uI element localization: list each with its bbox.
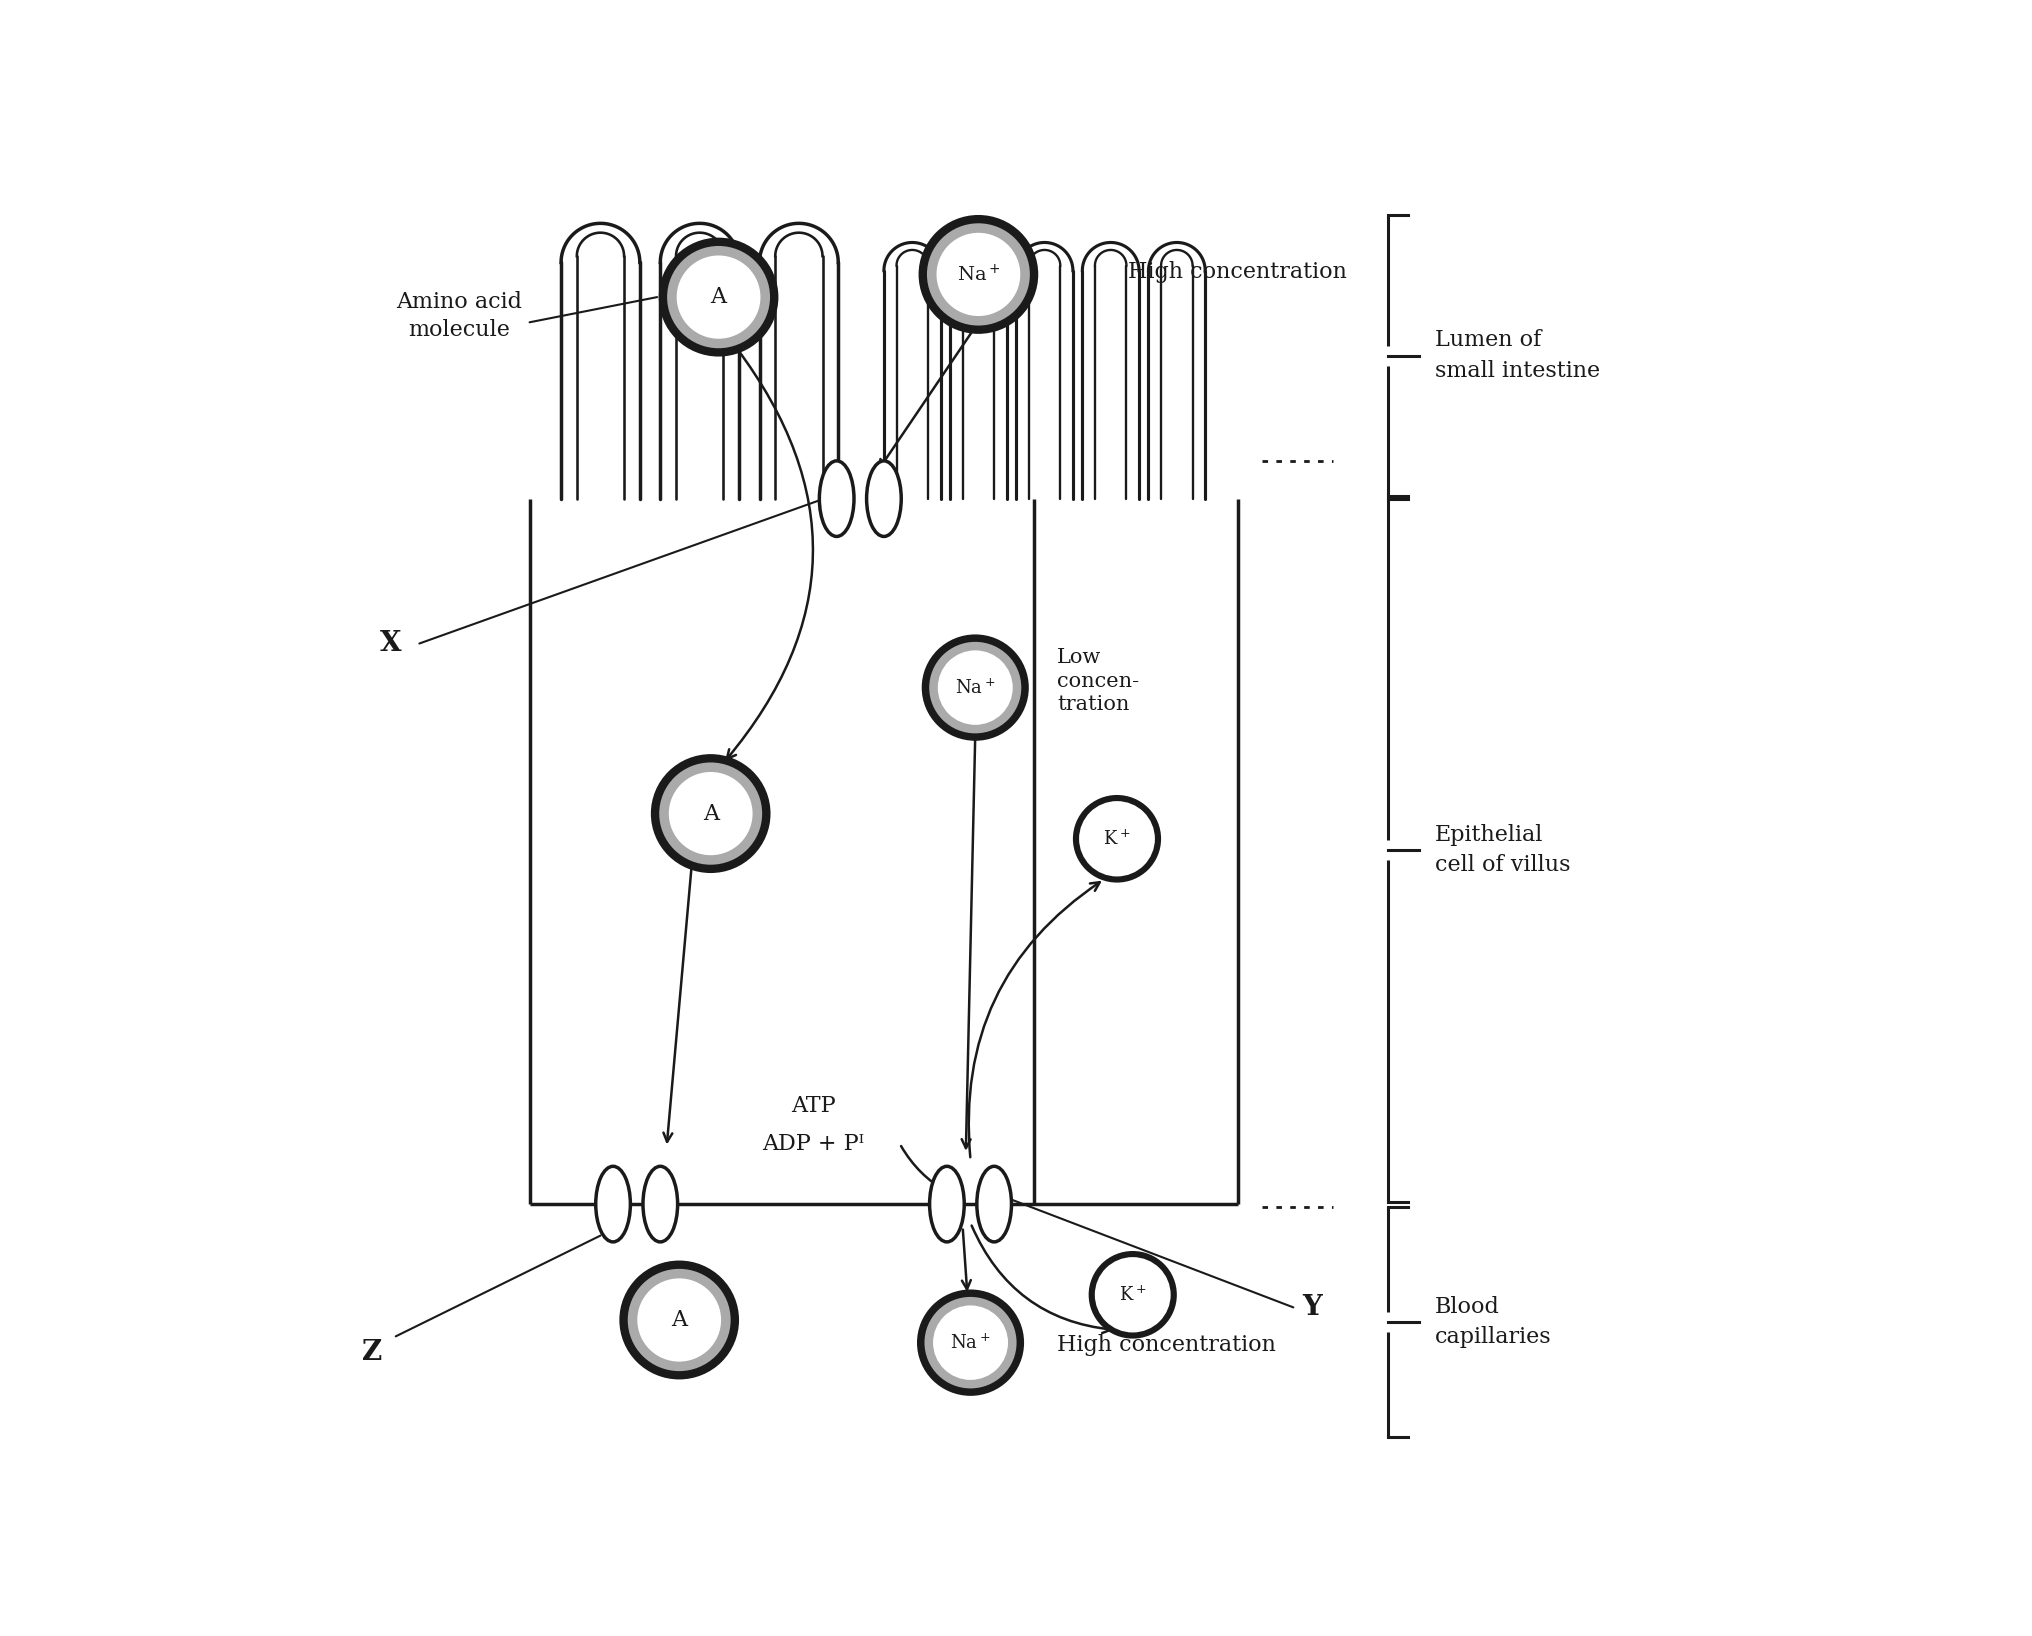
Ellipse shape xyxy=(918,214,1038,334)
Text: K$^+$: K$^+$ xyxy=(1120,1286,1146,1304)
Text: A: A xyxy=(711,286,727,308)
Text: Lumen of
small intestine: Lumen of small intestine xyxy=(1435,329,1601,381)
Text: Amino acid
molecule: Amino acid molecule xyxy=(396,291,522,342)
Text: ADP + Pᴵ: ADP + Pᴵ xyxy=(762,1132,864,1155)
Ellipse shape xyxy=(666,245,770,348)
Text: High concentration: High concentration xyxy=(1128,260,1347,283)
Text: A: A xyxy=(671,1309,687,1332)
Ellipse shape xyxy=(819,461,853,537)
Ellipse shape xyxy=(866,461,902,537)
Text: Na$^+$: Na$^+$ xyxy=(957,263,1000,285)
Text: X: X xyxy=(380,630,402,658)
Ellipse shape xyxy=(1073,795,1160,882)
Ellipse shape xyxy=(925,1297,1016,1389)
Text: K$^+$: K$^+$ xyxy=(1103,829,1130,849)
Text: Low
concen-
tration: Low concen- tration xyxy=(1057,648,1140,715)
Ellipse shape xyxy=(595,1166,630,1242)
Ellipse shape xyxy=(929,1166,965,1242)
Ellipse shape xyxy=(933,1306,1008,1379)
Ellipse shape xyxy=(638,1278,721,1361)
Text: Z: Z xyxy=(362,1340,382,1366)
Text: High concentration: High concentration xyxy=(1057,1335,1276,1356)
Ellipse shape xyxy=(1095,1256,1170,1332)
Text: A: A xyxy=(703,803,719,825)
Ellipse shape xyxy=(939,651,1012,725)
Text: Na$^+$: Na$^+$ xyxy=(955,677,996,697)
Text: ATP: ATP xyxy=(790,1094,835,1117)
Ellipse shape xyxy=(677,255,760,339)
Ellipse shape xyxy=(620,1260,740,1379)
Ellipse shape xyxy=(927,222,1030,326)
Ellipse shape xyxy=(628,1270,732,1371)
Ellipse shape xyxy=(658,237,778,357)
Ellipse shape xyxy=(929,641,1022,733)
Ellipse shape xyxy=(650,754,770,874)
Text: Na$^+$: Na$^+$ xyxy=(951,1333,992,1353)
Ellipse shape xyxy=(977,1166,1012,1242)
Text: Y: Y xyxy=(1303,1294,1323,1320)
Text: Blood
capillaries: Blood capillaries xyxy=(1435,1296,1552,1348)
Ellipse shape xyxy=(923,635,1028,741)
Ellipse shape xyxy=(937,232,1020,316)
Ellipse shape xyxy=(669,772,752,856)
Ellipse shape xyxy=(658,762,762,865)
Ellipse shape xyxy=(642,1166,677,1242)
Ellipse shape xyxy=(916,1289,1024,1396)
Ellipse shape xyxy=(1089,1252,1177,1338)
Ellipse shape xyxy=(1079,802,1154,877)
Text: Epithelial
cell of villus: Epithelial cell of villus xyxy=(1435,825,1571,877)
